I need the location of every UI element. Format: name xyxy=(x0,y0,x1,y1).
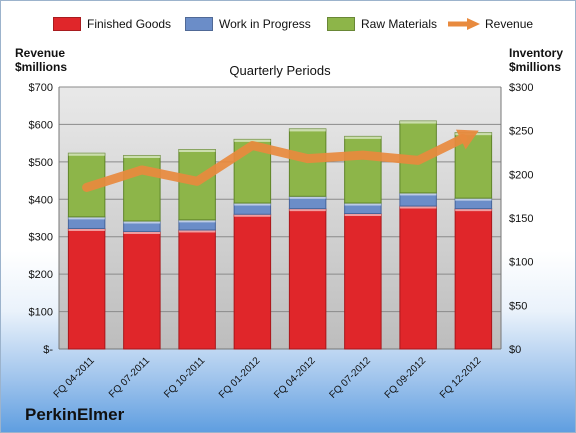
legend-swatch-work-in-progress xyxy=(185,17,213,31)
bar-segment-raw-materials xyxy=(123,154,161,222)
bar-segment-raw-materials xyxy=(344,135,382,204)
x-tick-label: FQ 07-2011 xyxy=(107,355,152,400)
legend-item-work-in-progress: Work in Progress xyxy=(185,15,311,33)
bar-segment-highlight xyxy=(178,229,216,233)
y-tick-label-left: $- xyxy=(43,344,53,356)
x-tick-label: FQ 10-2011 xyxy=(162,355,207,400)
legend-swatch-raw-materials xyxy=(327,17,355,31)
y-tick-label-left: $300 xyxy=(29,232,53,244)
legend-label-revenue: Revenue xyxy=(485,17,534,31)
y-tick-label-left: $700 xyxy=(29,82,53,94)
y-tick-label-right: $300 xyxy=(509,82,533,94)
x-tick-label: FQ 04-2012 xyxy=(272,355,318,401)
bar-segment-highlight xyxy=(178,219,216,223)
x-tick-label: FQ 04-2011 xyxy=(52,355,97,400)
bar-segment-finished-goods xyxy=(454,208,493,350)
bar-segment-highlight xyxy=(399,206,437,209)
bar-segment-finished-goods xyxy=(288,208,327,350)
bar-segment-finished-goods xyxy=(67,227,106,350)
legend-arrow-revenue-icon xyxy=(448,18,480,30)
x-tick-label: FQ 07-2012 xyxy=(327,355,373,401)
bar-segment-highlight xyxy=(234,214,271,217)
bar-segment-finished-goods xyxy=(233,213,272,350)
bar-segment-highlight xyxy=(289,128,326,132)
bar-segment-finished-goods xyxy=(178,229,216,350)
legend-label-finished-goods: Finished Goods xyxy=(87,17,172,31)
bar-segment-highlight xyxy=(123,220,161,224)
legend-swatch-finished-goods xyxy=(53,17,81,31)
bar-segment-highlight xyxy=(455,208,492,212)
y-tick-label-right: $150 xyxy=(509,213,533,225)
legend-label-raw-materials: Raw Materials xyxy=(361,17,438,31)
y-tick-label-right: $50 xyxy=(509,300,527,312)
bar-segment-highlight xyxy=(234,203,271,206)
y-tick-label-right: $100 xyxy=(509,257,533,269)
y-tick-label-left: $100 xyxy=(29,307,53,319)
bar-segment-highlight xyxy=(178,149,216,153)
bar-segment-highlight xyxy=(344,136,382,139)
bar-segment-highlight xyxy=(68,153,105,156)
bar-segment-highlight xyxy=(234,139,271,142)
bar-segment-highlight xyxy=(455,198,492,201)
legend-item-finished-goods: Finished Goods xyxy=(53,15,171,33)
legend-label-work-in-progress: Work in Progress xyxy=(219,17,311,31)
brand-label: PerkinElmer xyxy=(25,405,125,424)
bar-segment-highlight xyxy=(123,231,161,234)
y-tick-label-left: $200 xyxy=(29,269,53,281)
chart-title: Quarterly Periods xyxy=(229,63,331,78)
x-tick-label: FQ 09-2012 xyxy=(383,355,429,401)
bar-segment-highlight xyxy=(344,203,382,206)
bar-segment-highlight xyxy=(123,155,161,158)
bar-segment-highlight xyxy=(68,228,105,231)
y-tick-label-left: $400 xyxy=(29,194,53,206)
y-tick-label-left: $600 xyxy=(29,119,53,131)
bar-segment-highlight xyxy=(289,208,326,212)
bar-segment-highlight xyxy=(399,121,437,124)
legend-item-raw-materials: Raw Materials xyxy=(327,15,437,33)
y-axis-title-right: Inventory $millions xyxy=(508,46,563,74)
bar-segment-finished-goods xyxy=(344,213,382,350)
bar-segment-highlight xyxy=(399,192,437,196)
bar-segment-finished-goods xyxy=(123,230,161,350)
legend-item-revenue: Revenue xyxy=(447,15,533,33)
y-tick-label-left: $500 xyxy=(29,157,53,169)
revenue-line xyxy=(82,134,468,192)
y-axis-title-left: Revenue $millions xyxy=(15,46,68,74)
y-tick-label-right: $200 xyxy=(509,169,533,181)
x-tick-label: FQ 01-2012 xyxy=(217,355,263,401)
bar-segment-highlight xyxy=(344,213,382,217)
revenue-arrowhead xyxy=(455,129,479,150)
x-tick-label: FQ 12-2012 xyxy=(438,355,484,401)
y-tick-label-right: $250 xyxy=(509,126,533,138)
bar-segment-highlight xyxy=(289,196,326,199)
y-tick-label-right: $0 xyxy=(509,344,521,356)
bar-segment-finished-goods xyxy=(399,205,437,350)
bar-segment-highlight xyxy=(68,216,105,220)
